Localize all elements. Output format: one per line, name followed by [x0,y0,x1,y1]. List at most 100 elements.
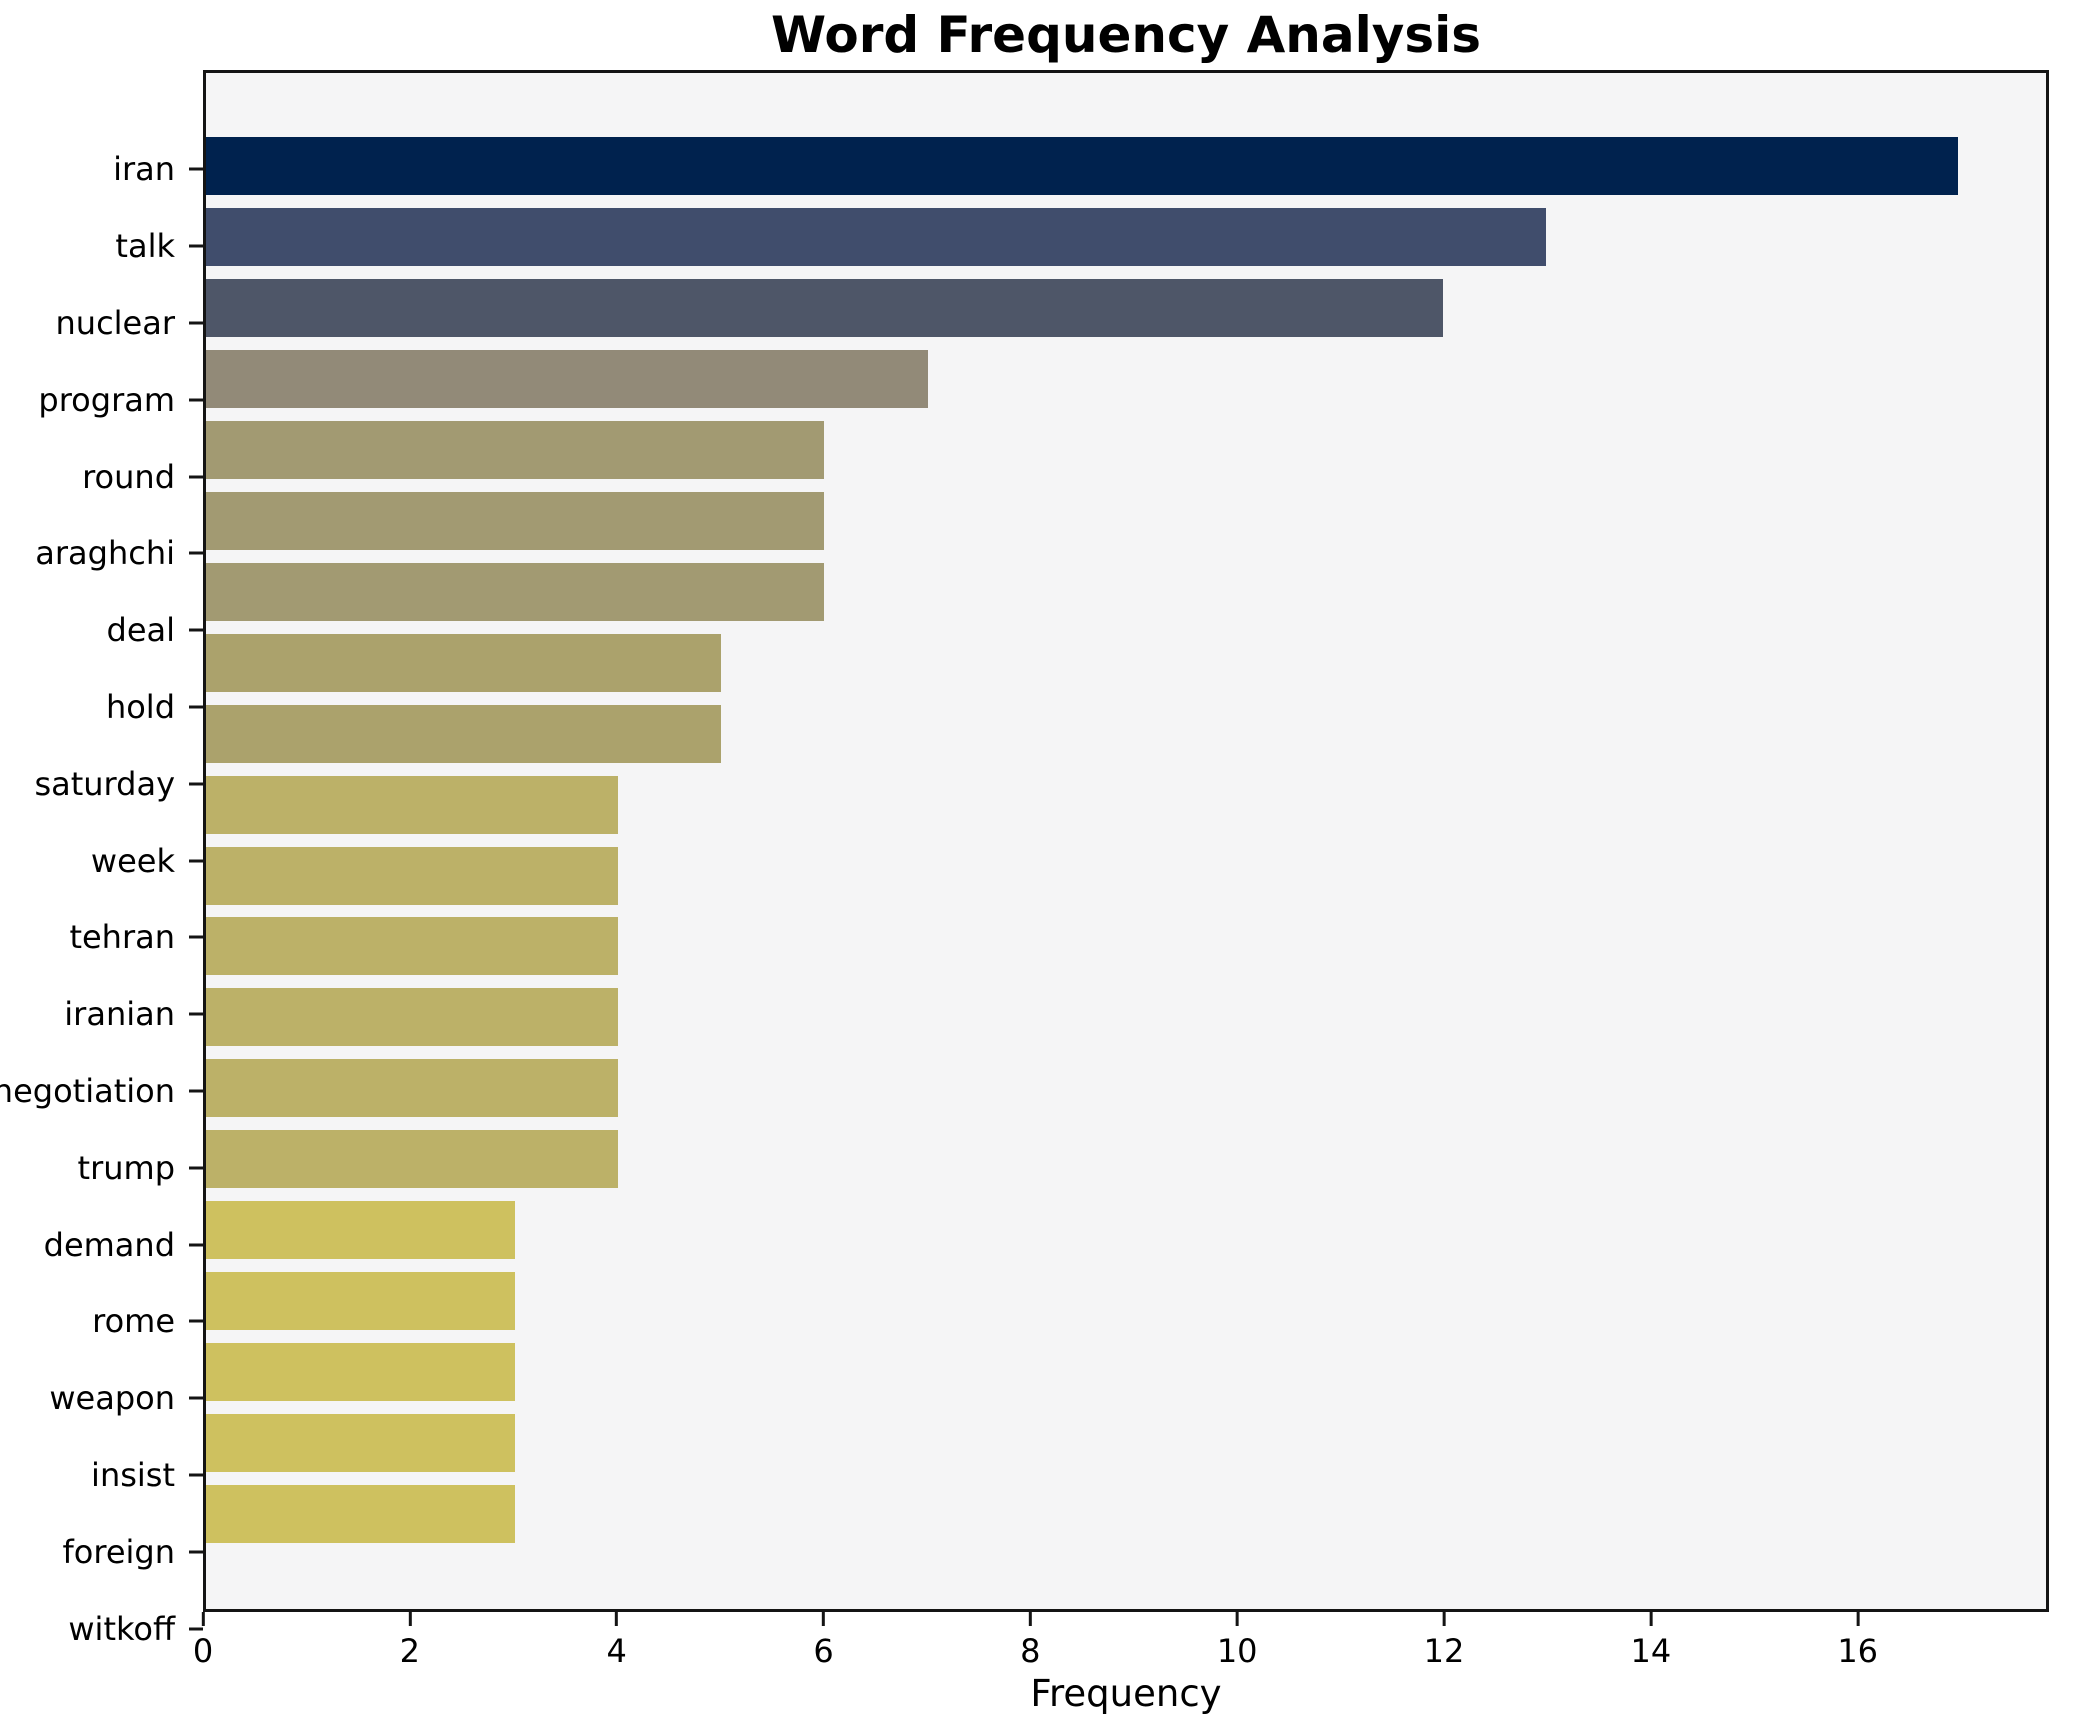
bar-demand [206,1130,619,1189]
y-tick-label-saturday: saturday [34,764,175,803]
bar-row [206,982,2046,1053]
y-tick-mark [189,1627,203,1631]
bar-weapon [206,1271,516,1330]
y-tick-label-demand: demand [43,1225,175,1264]
bar-insist [206,1342,516,1401]
y-row: iran [0,131,203,208]
bar-row [206,273,2046,344]
y-tick-label-insist: insist [91,1455,175,1494]
y-tick-label-trump: trump [77,1148,175,1187]
x-tick-label-0: 0 [192,1632,214,1670]
y-tick-label-week: week [90,841,175,880]
bar-row [206,769,2046,840]
x-tick: 14 [1630,1612,1671,1670]
y-tick-label-deal: deal [106,611,176,650]
bar-foreign [206,1413,516,1472]
y-row: demand [0,1206,203,1283]
bar-iran [206,137,1959,196]
bar-trump [206,1059,619,1118]
y-tick-mark [189,1166,203,1170]
y-row: negotiation [0,1053,203,1130]
y-tick-mark [189,628,203,632]
bar-row [206,1053,2046,1124]
bar-row [206,627,2046,698]
x-tick-mark [1235,1612,1239,1626]
bar-program [206,350,928,409]
bar-row [206,1336,2046,1407]
y-tick-mark [189,321,203,325]
y-tick-mark [189,1550,203,1554]
x-tick: 2 [400,1612,420,1670]
y-row: round [0,438,203,515]
bar-rome [206,1201,516,1260]
x-tick-mark [821,1612,825,1626]
x-tick-mark [408,1612,412,1626]
x-tick-label-10: 10 [1216,1632,1258,1670]
x-tick-mark [1856,1612,1860,1626]
y-row: week [0,822,203,899]
y-tick-label-hold: hold [105,687,175,726]
y-row: tehran [0,899,203,976]
bar-week [206,775,619,834]
y-tick-mark [189,551,203,555]
x-tick-label-2: 2 [399,1632,421,1670]
y-tick-mark [189,475,203,479]
y-tick-mark [189,244,203,248]
y-tick-label-negotiation: negotiation [0,1071,175,1110]
x-tick-mark [1028,1612,1032,1626]
bar-row [206,1478,2046,1549]
x-tick-mark [615,1612,619,1626]
y-tick-label-round: round [82,457,175,496]
bar-row [206,911,2046,982]
bar-saturday [206,704,722,763]
y-row: foreign [0,1513,203,1590]
plot-area [203,70,2049,1612]
x-tick: 10 [1217,1612,1258,1670]
y-row: talk [0,208,203,285]
y-tick-mark [189,859,203,863]
bar-nuclear [206,279,1443,338]
y-tick-label-iranian: iranian [64,995,175,1034]
y-row: araghchi [0,515,203,592]
y-row: witkoff [0,1590,203,1667]
y-tick-label-nuclear: nuclear [55,303,176,342]
y-tick-mark [189,935,203,939]
bar-row [206,344,2046,415]
x-tick-mark [1649,1612,1653,1626]
y-tick-label-foreign: foreign [62,1532,175,1571]
bar-row [206,1195,2046,1266]
bar-row [206,202,2046,273]
bar-round [206,421,825,480]
bar-row [206,1266,2046,1337]
y-row: iranian [0,976,203,1053]
y-row: insist [0,1437,203,1514]
y-tick-mark [189,1243,203,1247]
y-tick-mark [189,1089,203,1093]
y-row: deal [0,592,203,669]
x-tick-label-8: 8 [1020,1632,1041,1670]
bar-row [206,1124,2046,1195]
y-tick-mark [189,1012,203,1016]
y-row: program [0,361,203,438]
x-axis: 0 2 4 6 8 10 12 14 16 [193,1612,2049,1682]
x-tick-mark [201,1612,205,1626]
bar-row [206,556,2046,627]
y-row: hold [0,669,203,746]
x-tick-label-12: 12 [1423,1632,1465,1670]
y-row: saturday [0,745,203,822]
bar-deal [206,562,825,621]
y-tick-mark [189,167,203,171]
y-tick-label-araghchi: araghchi [35,534,175,573]
y-tick-mark [189,1473,203,1477]
y-tick-mark [189,1319,203,1323]
x-tick: 16 [1837,1612,1878,1670]
x-tick-label-4: 4 [606,1632,627,1670]
x-tick: 0 [193,1612,213,1670]
bar-row [206,486,2046,557]
y-tick-label-rome: rome [92,1302,175,1341]
bar-talk [206,208,1547,267]
x-tick-label-6: 6 [813,1632,834,1670]
bar-row [206,840,2046,911]
bar-negotiation [206,988,619,1047]
